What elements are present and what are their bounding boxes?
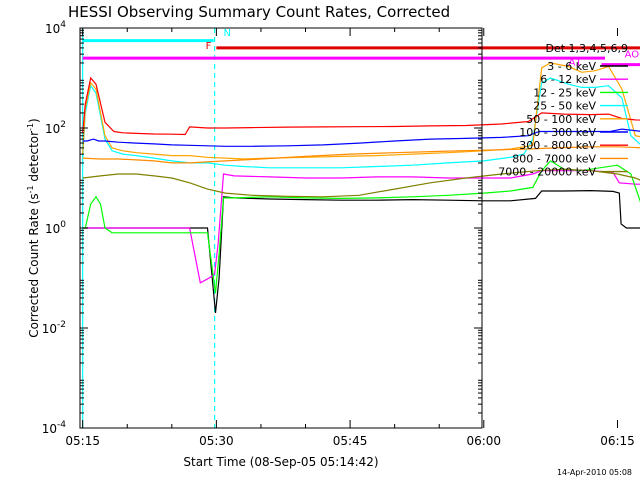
legend-label-5: 100 - 300 keV xyxy=(519,126,596,139)
y-axis-label-mid: detector xyxy=(27,131,41,186)
x-tick-label-4: 06:15 xyxy=(600,434,635,448)
flag-label-f: F xyxy=(206,41,212,52)
flag-label-ao: AO xyxy=(625,50,640,61)
x-tick-label-2: 05:45 xyxy=(333,434,368,448)
series-line-6 xyxy=(82,76,640,136)
legend-title: Det 1,3,4,5,6,9 xyxy=(545,42,628,55)
series-line-0 xyxy=(82,189,640,313)
y-axis-label: Corrected Count Rate (s-1 detector-1) xyxy=(26,118,41,337)
series-line-5 xyxy=(82,128,640,147)
series-line-4 xyxy=(82,62,640,160)
y-tick-label-1: 10-2 xyxy=(42,320,66,336)
y-axis: 10-4 10-2 100 102 104 xyxy=(42,20,482,436)
flag-label-n: N xyxy=(224,28,231,39)
series-line-7 xyxy=(82,146,640,164)
y-axis-label-sup2: -1 xyxy=(26,123,35,131)
legend-label-0: 3 - 6 keV xyxy=(547,60,596,73)
chart-title: HESSI Observing Summary Count Rates, Cor… xyxy=(68,3,450,21)
flag-layer: N F AO A1 xyxy=(82,28,640,68)
y-tick-label-4: 104 xyxy=(45,20,66,36)
legend-label-8: 7000 - 20000 keV xyxy=(498,166,596,179)
y-tick-label-2: 100 xyxy=(45,220,66,236)
y-axis-label-sup1: -1 xyxy=(26,185,35,193)
x-tick-label-3: 06:00 xyxy=(466,434,501,448)
legend-label-3: 25 - 50 keV xyxy=(533,100,596,113)
x-axis-label: Start Time (08-Sep-05 05:14:42) xyxy=(183,455,378,469)
y-tick-label-3: 102 xyxy=(45,120,66,136)
series-line-8 xyxy=(82,168,640,198)
y-tick-label-0: 10-4 xyxy=(42,420,67,436)
legend-label-4: 50 - 100 keV xyxy=(526,113,596,126)
series-line-1 xyxy=(82,170,640,284)
series-line-2 xyxy=(82,160,640,294)
x-tick-label-0: 05:15 xyxy=(65,434,100,448)
y-axis-label-main: Corrected Count Rate (s xyxy=(27,193,41,337)
flag-label-a1: A1 xyxy=(568,57,581,68)
legend-label-1: 6 - 12 keV xyxy=(540,73,596,86)
legend-label-6: 300 - 800 keV xyxy=(519,139,596,152)
legend-label-2: 12 - 25 keV xyxy=(533,86,596,99)
y-axis-label-end: ) xyxy=(27,118,41,123)
legend-label-7: 800 - 7000 keV xyxy=(512,152,596,165)
timestamp: 14-Apr-2010 05:08 xyxy=(557,468,632,477)
x-tick-label-1: 05:30 xyxy=(199,434,234,448)
